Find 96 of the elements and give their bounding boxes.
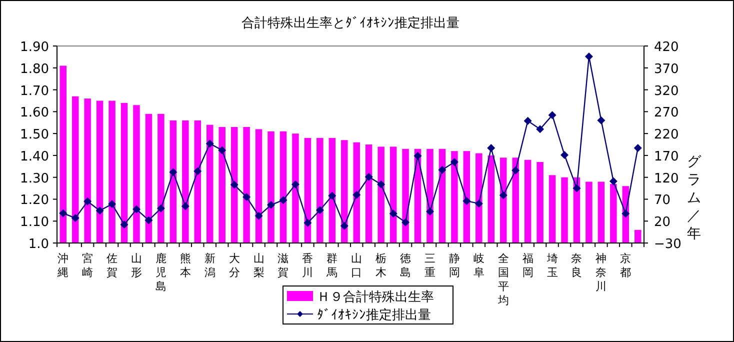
y-tick-label: 1.80 (20, 62, 49, 77)
point (597, 116, 606, 124)
x-tick-label: 徳島 (400, 252, 412, 279)
point (560, 151, 569, 160)
point (352, 190, 361, 199)
y2-tick-label: 220 (654, 128, 679, 143)
x-tick-label: 山口 (351, 252, 362, 279)
legend-label: ﾀﾞｲｵｷｼﾝ推定排出量 (317, 308, 431, 323)
point (71, 214, 80, 222)
point (364, 172, 373, 181)
point (328, 192, 336, 200)
point (267, 200, 276, 209)
point (414, 152, 422, 160)
point (512, 166, 520, 174)
point (536, 125, 544, 134)
point (169, 168, 178, 176)
y-tick-label: 1.70 (20, 84, 49, 99)
x-tick-label: 福岡 (522, 252, 534, 279)
x-tick-label: 三重 (424, 252, 436, 279)
y2-tick-label: 20 (654, 215, 671, 230)
x-tick-label: 岐阜 (473, 252, 484, 279)
y-tick-label: 1.90 (20, 40, 49, 55)
point (524, 116, 532, 125)
point (181, 202, 190, 210)
x-tick-label: 静岡 (448, 252, 460, 279)
x-tick-label: 鹿児島 (155, 252, 166, 293)
y-tick-label: 1.0 (28, 237, 49, 252)
point (389, 210, 398, 218)
point (438, 166, 446, 174)
x-tick-label: 埼玉 (546, 252, 558, 279)
x-tick-label: 山梨 (253, 252, 264, 279)
point (377, 180, 386, 188)
x-tick-label: 群馬 (326, 252, 338, 279)
point (584, 52, 593, 61)
point (279, 196, 288, 204)
point (426, 207, 434, 216)
point (609, 177, 618, 186)
x-tick-label: 大分 (228, 252, 240, 279)
point (487, 144, 496, 152)
y2-tick-label: 420 (654, 40, 679, 55)
y2-tick-label: 120 (654, 171, 679, 186)
y-tick-label: 1.60 (20, 106, 49, 121)
point (59, 209, 68, 218)
point (254, 212, 263, 220)
y-tick-label: 1.40 (20, 149, 49, 164)
point (402, 218, 410, 226)
point (132, 205, 140, 214)
point (316, 206, 324, 214)
chart-title: 合計特殊出生率とﾀﾞｲｵｷｼﾝ推定排出量 (242, 15, 460, 31)
x-tick-label: 京都 (620, 252, 632, 279)
x-tick-label: 佐賀 (106, 252, 118, 279)
point (548, 111, 556, 120)
x-tick-label: 全国平均 (496, 252, 509, 307)
point (120, 220, 128, 229)
x-tick-label: 神奈川 (596, 252, 607, 293)
x-tick-label: 奈良 (571, 252, 582, 279)
y-tick-label: 1.10 (20, 215, 49, 230)
x-tick-label: 熊本 (180, 252, 191, 279)
y2-axis-title: グラム／年 (687, 154, 702, 242)
point (206, 140, 214, 148)
point (340, 222, 348, 230)
y2-tick-label: 320 (654, 84, 679, 99)
point (230, 180, 238, 189)
y2-tick-label: 370 (654, 62, 679, 77)
x-tick-label: 栃木 (376, 252, 387, 279)
y-tick-label: 1.50 (20, 128, 49, 143)
point (242, 193, 251, 202)
point (156, 204, 165, 212)
point (96, 206, 104, 215)
point (194, 167, 202, 176)
x-tick-label: 新潟 (204, 252, 216, 279)
point (634, 144, 642, 152)
point (291, 180, 300, 188)
x-tick-label: 沖縄 (56, 252, 69, 279)
y2-tick-label: 270 (654, 106, 679, 121)
y-tick-label: 1.30 (20, 171, 49, 186)
point (450, 158, 458, 166)
x-tick-label: 香川 (302, 252, 314, 279)
point (572, 184, 581, 192)
point (144, 216, 153, 224)
point (474, 200, 483, 208)
point (462, 196, 471, 205)
legend-label: Ｈ９合計特殊出生率 (317, 289, 434, 305)
y2-tick-label: 70 (654, 193, 671, 208)
x-tick-label: 滋賀 (278, 252, 289, 279)
x-tick-label: 宮崎 (82, 252, 94, 279)
point (304, 218, 312, 227)
y-tick-label: 1.20 (20, 193, 49, 208)
y2-tick-label: 170 (654, 149, 679, 164)
point (84, 197, 92, 206)
point (218, 146, 226, 154)
point (622, 210, 630, 218)
x-tick-label: 山形 (130, 252, 142, 279)
point (108, 200, 116, 208)
point (499, 191, 508, 200)
y2-tick-label: −30 (654, 237, 682, 252)
